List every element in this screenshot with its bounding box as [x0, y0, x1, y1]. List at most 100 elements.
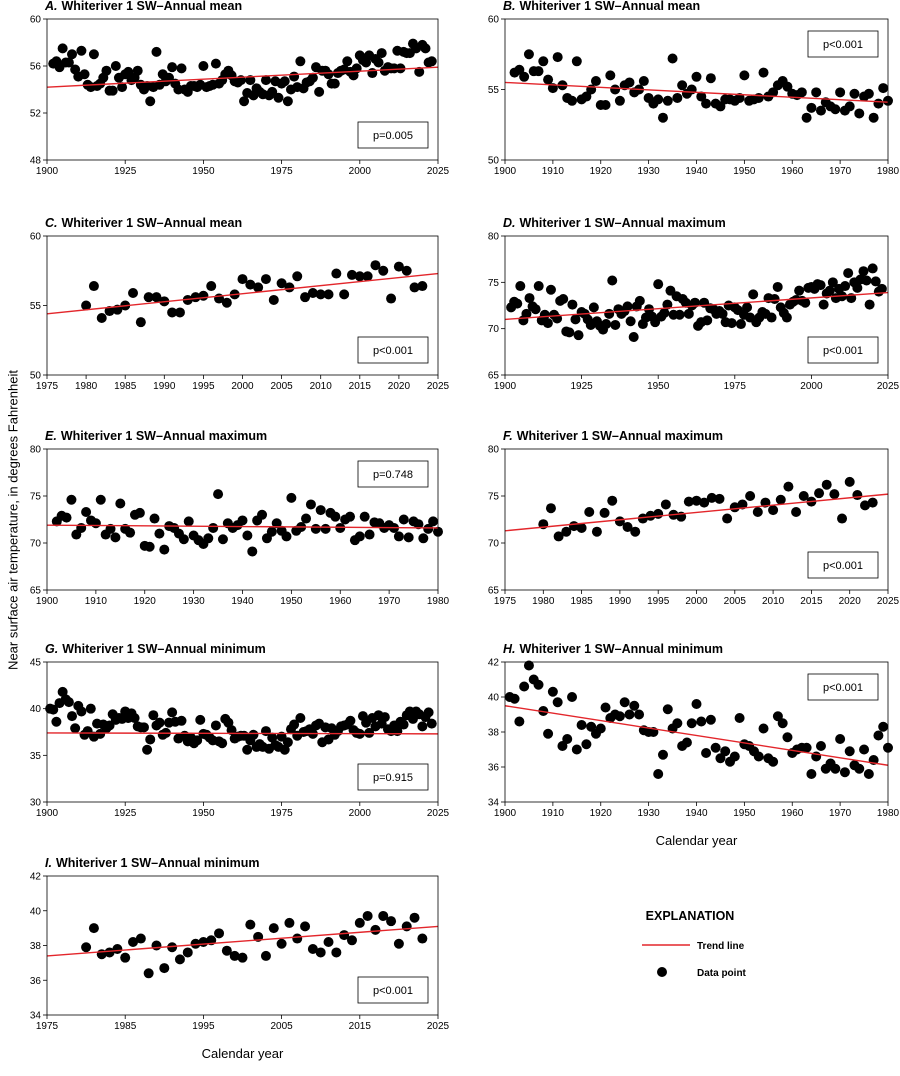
data-point [239, 96, 250, 107]
data-point [705, 714, 716, 725]
data-point [192, 735, 203, 746]
data-point [683, 496, 694, 507]
data-point [198, 290, 209, 301]
y-tick-label: 60 [30, 15, 42, 26]
data-point [85, 703, 96, 714]
data-point [645, 510, 656, 521]
data-point [57, 43, 68, 54]
data-point [370, 924, 381, 935]
data-point [417, 281, 428, 292]
data-point [599, 507, 610, 518]
data-point [217, 534, 228, 545]
data-point [284, 917, 295, 928]
data-point [739, 70, 750, 81]
trend-line [504, 291, 889, 321]
data-point [781, 312, 792, 323]
data-point [619, 697, 630, 708]
trend-line [46, 272, 439, 315]
data-point [104, 306, 115, 317]
x-tick-label: 1940 [231, 596, 254, 607]
x-tick-label: 1975 [270, 166, 293, 177]
data-point [607, 275, 618, 286]
data-point [769, 294, 780, 305]
panel-title: G. Whiteriver 1 SW–Annual minimum [45, 642, 266, 656]
data-point [818, 299, 829, 310]
data-point [342, 56, 353, 67]
trend-line [504, 705, 889, 766]
legend-title: EXPLANATION [646, 909, 735, 923]
data-point [88, 923, 99, 934]
data-point [824, 285, 835, 296]
data-point [203, 533, 214, 544]
data-point [354, 531, 365, 542]
panel-title: H. Whiteriver 1 SW–Annual minimum [503, 642, 723, 656]
data-point [734, 713, 745, 723]
annotation-box [807, 673, 879, 701]
x-tick-label: 1920 [134, 596, 157, 607]
data-point [237, 952, 248, 963]
data-point [417, 933, 428, 944]
plot-frame [504, 18, 889, 161]
p-value: p<0.001 [373, 985, 413, 997]
data-point [423, 707, 434, 718]
data-point [870, 276, 881, 287]
data-point [514, 64, 525, 75]
data-point [149, 513, 160, 524]
data-point [393, 261, 404, 272]
x-tick-label: 2020 [839, 596, 862, 607]
data-point [123, 66, 134, 77]
panel-title-text: Whiteriver 1 SW–Annual maximum [520, 216, 726, 230]
data-point [393, 938, 404, 949]
data-point [331, 268, 342, 279]
data-point [132, 65, 143, 76]
data-point [605, 70, 616, 81]
data-point [271, 518, 282, 529]
plot-frame [46, 875, 439, 1016]
data-point [630, 526, 641, 537]
trend-line [46, 524, 439, 529]
data-point [801, 742, 812, 753]
panel-title-text: Whiteriver 1 SW–Annual mean [62, 216, 243, 230]
y-tick-label: 38 [30, 941, 42, 952]
data-point [409, 282, 420, 293]
data-point [715, 753, 726, 764]
data-point [267, 732, 278, 743]
data-point [876, 283, 887, 294]
x-tick-label: 1970 [829, 166, 852, 177]
data-point [284, 282, 295, 293]
panel-title-text: Whiteriver 1 SW–Annual mean [520, 0, 701, 13]
data-point [237, 515, 248, 526]
data-point [800, 297, 811, 308]
data-point [768, 756, 779, 767]
data-point [129, 713, 140, 723]
x-tick-label: 1960 [781, 808, 804, 819]
data-point [705, 73, 716, 84]
panel-letter: B. [503, 0, 516, 13]
panel-title-text: Whiteriver 1 SW–Annual maximum [61, 429, 267, 443]
x-tick-label: 2010 [762, 596, 785, 607]
data-point [745, 491, 756, 501]
data-point [714, 493, 725, 504]
data-point [604, 308, 615, 319]
data-point [629, 700, 640, 711]
data-point [581, 91, 592, 102]
data-point [634, 295, 645, 306]
data-point [154, 528, 165, 539]
data-point [426, 56, 437, 67]
data-point [245, 75, 256, 86]
data-point [183, 516, 194, 527]
data-point [145, 734, 156, 745]
data-point [674, 309, 685, 320]
plot-frame [46, 448, 439, 591]
data-point [159, 544, 170, 555]
y-tick-label: 52 [30, 109, 42, 120]
data-point [81, 506, 92, 517]
plot-frame [46, 18, 439, 161]
panel-title: E. Whiteriver 1 SW–Annual maximum [45, 429, 267, 443]
data-point [567, 692, 578, 702]
data-point [379, 712, 390, 723]
data-point [844, 101, 855, 112]
y-tick-label: 55 [30, 301, 42, 312]
data-point [533, 679, 544, 690]
data-point [292, 271, 303, 282]
